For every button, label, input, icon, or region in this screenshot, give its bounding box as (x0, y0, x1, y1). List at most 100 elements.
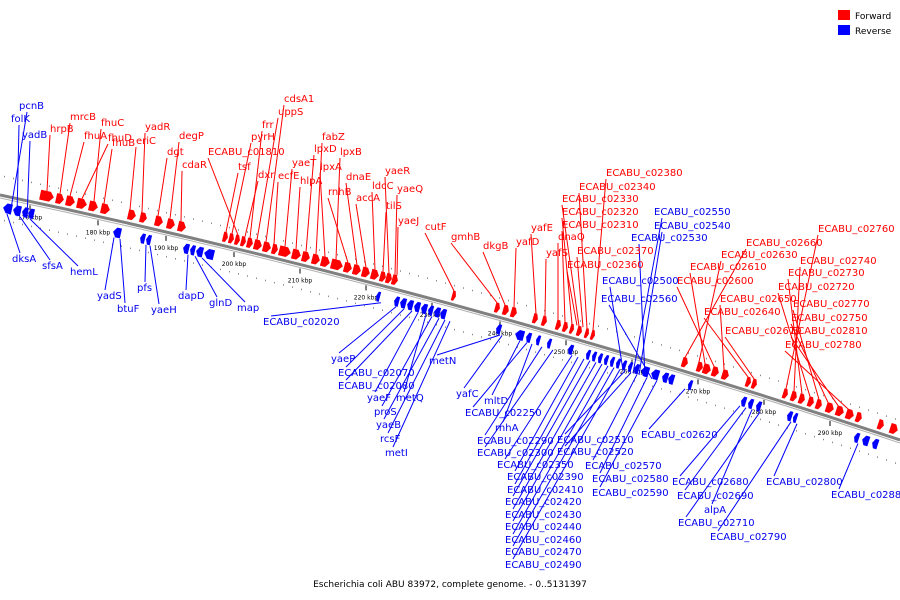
reverse-gene-label: ECABU_c02440 (505, 522, 582, 533)
forward-gene (710, 366, 719, 377)
track-dot (40, 183, 41, 186)
track-dot (463, 331, 464, 333)
track-dot (814, 391, 815, 394)
track-dot (220, 268, 221, 271)
track-dot (850, 403, 851, 406)
reverse-leader-line (609, 286, 624, 371)
track-dot (4, 175, 5, 178)
reverse-leader-line (392, 320, 451, 448)
forward-leader-line (790, 336, 839, 406)
reverse-gene-label: yadS (97, 291, 122, 302)
forward-gene (270, 243, 278, 255)
forward-gene (76, 197, 87, 209)
reverse-gene (793, 412, 799, 424)
forward-leader-line (371, 191, 376, 270)
reverse-gene (586, 349, 592, 360)
reverse-gene (688, 380, 694, 391)
reverse-gene-label: ECABU_c02790 (710, 532, 787, 543)
track-dot (868, 453, 869, 455)
reverse-gene-label: yadB (22, 130, 47, 141)
forward-gene (290, 248, 301, 260)
reverse-leader-line (638, 243, 646, 377)
reverse-gene (547, 338, 553, 349)
reverse-leader-line (512, 362, 597, 510)
reverse-gene (376, 291, 382, 302)
forward-gene-label: yafE (531, 223, 553, 234)
reverse-gene (748, 398, 755, 410)
forward-gene (351, 264, 361, 276)
scale-label: 220 kbp (354, 294, 379, 301)
track-dot (742, 413, 743, 415)
track-dot (697, 399, 698, 401)
reverse-gene-label: ECABU_c02500 (602, 276, 679, 287)
reverse-gene (414, 301, 422, 313)
gene-features (3, 189, 898, 450)
reverse-gene-label: ECABU_c02710 (678, 518, 755, 529)
reverse-gene-label: metI (385, 448, 408, 459)
reverse-leader-line (592, 374, 638, 461)
reverse-gene-label: ECABU_c02520 (557, 447, 634, 458)
reverse-gene (787, 411, 794, 422)
track-dot (139, 205, 140, 208)
track-dot (490, 294, 491, 297)
track-dot (760, 374, 761, 377)
forward-gene (300, 251, 310, 263)
scale-label: 270 kbp (686, 388, 711, 395)
track-dot (22, 179, 23, 182)
forward-gene (245, 237, 253, 249)
track-dot (184, 216, 185, 218)
track-dot (184, 260, 185, 262)
forward-leader-line (684, 248, 747, 358)
reverse-gene-label: ECABU_c02020 (263, 317, 340, 328)
track-dot (238, 229, 239, 231)
reverse-leader-line (436, 334, 501, 356)
track-dot (193, 262, 194, 264)
track-dot (436, 279, 437, 282)
track-dot (328, 295, 329, 298)
track-dot (661, 344, 662, 346)
forward-gene-label: hlpA (300, 176, 322, 187)
reverse-gene (536, 335, 542, 346)
reverse-gene-label: mltD (484, 396, 508, 407)
reverse-gene (434, 307, 442, 318)
forward-leader-line (578, 192, 588, 329)
track-dot (382, 265, 383, 268)
forward-gene (568, 323, 574, 334)
track-dot (553, 356, 554, 359)
track-dot (67, 233, 68, 235)
reverse-gene-label: ECABU_c02460 (505, 535, 582, 546)
forward-gene-label: uppS (278, 107, 303, 118)
reverse-gene (854, 432, 861, 444)
track-dot (58, 231, 59, 233)
forward-gene-label: ECABU_c02670 (725, 326, 802, 337)
forward-leader-line (396, 226, 399, 276)
forward-gene (589, 329, 595, 340)
forward-gene-label: frr (262, 120, 274, 131)
track-dot (202, 264, 203, 266)
track-dot (463, 287, 464, 289)
track-dot (778, 424, 779, 426)
track-dot (562, 359, 563, 361)
track-dot (391, 267, 392, 270)
forward-gene (876, 419, 884, 430)
track-dot (688, 352, 689, 354)
reverse-leader-line (512, 360, 591, 497)
track-dot (256, 233, 257, 235)
track-dot (706, 401, 707, 404)
reverse-leader-line (512, 369, 621, 560)
track-dot (391, 311, 392, 314)
track-dot (49, 229, 50, 232)
forward-leader-line (394, 194, 398, 275)
track-dot (265, 235, 266, 238)
forward-gene (561, 321, 568, 333)
track-dot (4, 219, 5, 222)
reverse-gene-label: folK (11, 114, 30, 125)
reverse-leader-line (504, 355, 573, 460)
label-leaders (6, 104, 859, 560)
forward-gene (834, 405, 844, 417)
track-dot (688, 396, 689, 398)
forward-leader-line (676, 286, 715, 367)
reverse-gene (668, 374, 676, 385)
forward-leader-line (787, 278, 803, 395)
forward-leader-line (207, 157, 239, 236)
